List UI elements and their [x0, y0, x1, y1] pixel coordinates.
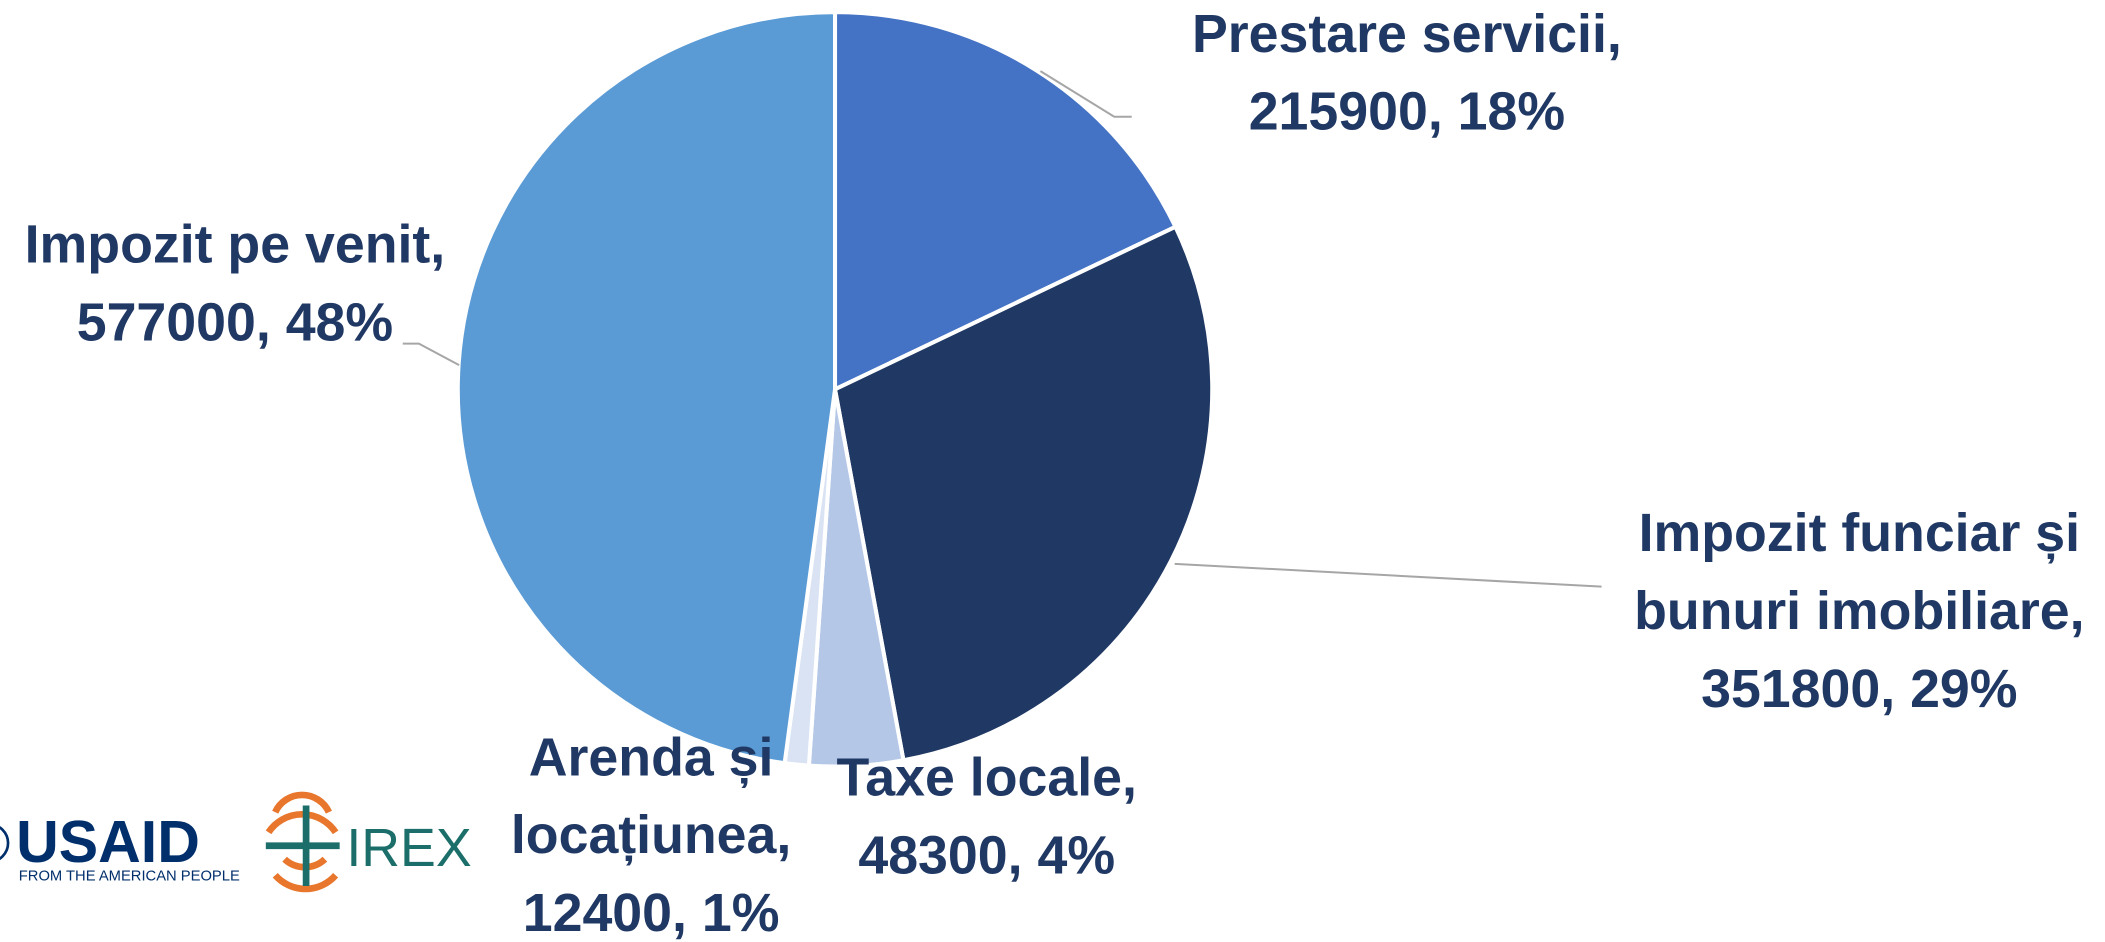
- pie-slice: [833, 10, 1179, 393]
- data-label: Arenda și locațiunea, 12400, 1%: [511, 727, 791, 942]
- irex-text: IREX: [346, 818, 471, 878]
- leader-line: [1174, 562, 1602, 588]
- irex-mark: [265, 791, 339, 893]
- pie-slice: [832, 224, 1215, 763]
- usaid-tagline: FROM THE AMERICAN PEOPLE: [19, 869, 240, 885]
- usaid-seal: [0, 826, 10, 861]
- data-label: Prestare servicii, 215900, 18%: [1192, 4, 1622, 142]
- data-label-line: locațiunea,: [511, 805, 791, 866]
- pie-slice: [455, 10, 838, 766]
- data-label-line: Prestare servicii,: [1192, 4, 1622, 64]
- data-label-line: 215900, 18%: [1249, 82, 1565, 142]
- data-label-line: 351800, 29%: [1701, 659, 2017, 719]
- data-label-line: Impozit funciar și: [1639, 503, 2080, 564]
- irex-logo: IREX: [265, 791, 472, 893]
- data-label-line: bunuri imobiliare,: [1634, 581, 2084, 641]
- data-label-line: 48300, 4%: [858, 825, 1115, 885]
- leader-line: [1039, 70, 1132, 118]
- usaid-text: USAID: [16, 809, 200, 875]
- data-label-line: 577000, 48%: [77, 292, 393, 352]
- irex-mark: [265, 805, 340, 887]
- usaid-logo: USAID FROM THE AMERICAN PEOPLE: [0, 809, 240, 885]
- data-label-line: Impozit pe venit,: [25, 215, 446, 275]
- data-label-line: Taxe locale,: [837, 747, 1137, 807]
- data-label-line: 12400, 1%: [523, 883, 780, 942]
- leader-line: [402, 342, 460, 367]
- data-label: Taxe locale, 48300, 4%: [837, 747, 1137, 885]
- data-label: Impozit funciar și bunuri imobiliare, 3518…: [1634, 503, 2084, 719]
- data-label: Impozit pe venit, 577000, 48%: [25, 215, 446, 353]
- data-label-line: Arenda și: [529, 727, 774, 788]
